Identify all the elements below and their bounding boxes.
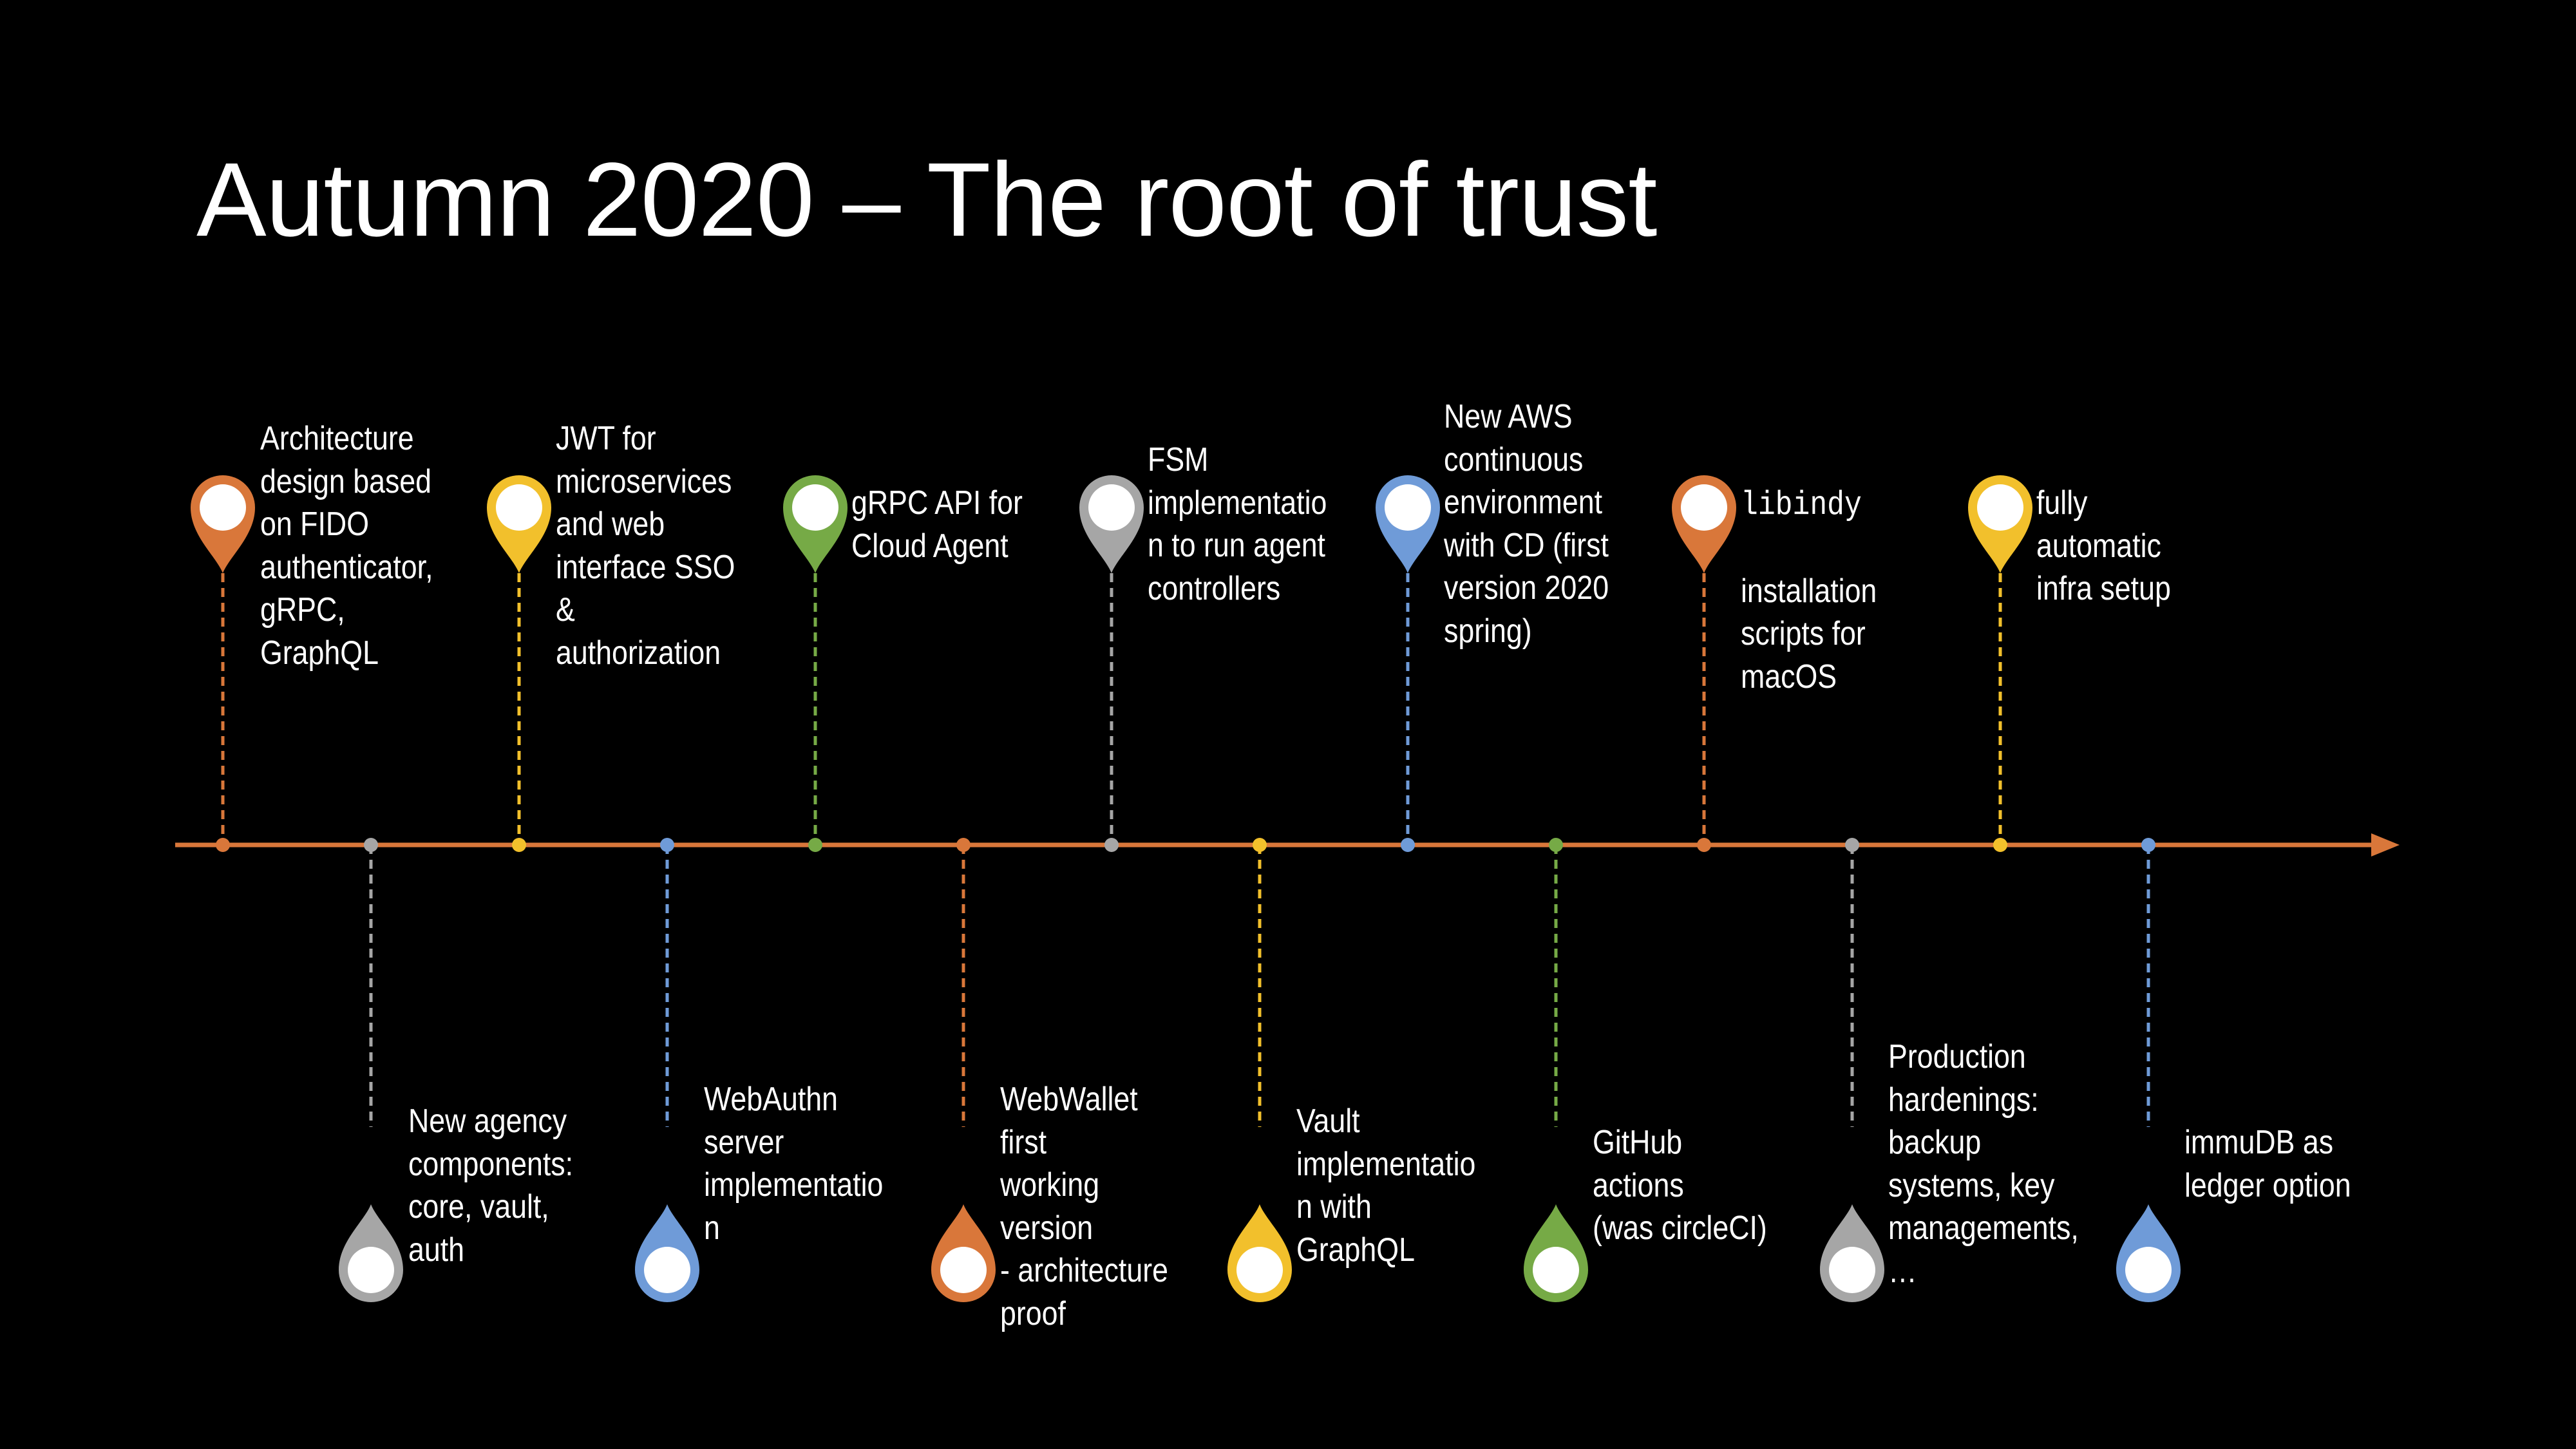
- milestone-dot: [808, 838, 822, 852]
- milestone-marker: [1079, 475, 1144, 852]
- milestone-dot: [512, 838, 526, 852]
- milestone-label-libindy: libindy installation scripts for macOS: [1741, 439, 1924, 698]
- milestone-label-webauthn: WebAuthn server implementatio n: [704, 1081, 884, 1247]
- milestone-label-vault: Vault implementatio n with GraphQL: [1296, 1103, 1476, 1269]
- axis-arrow-head: [2371, 833, 2400, 857]
- milestone-dot: [956, 838, 971, 852]
- map-pin-icon: [783, 475, 848, 573]
- page-title: Autumn 2020 – The root of trust: [196, 140, 1657, 258]
- milestone-label-webwallet: WebWallet first working version - archit…: [1000, 1081, 1168, 1332]
- milestone-marker: [931, 838, 996, 1302]
- libindy-code: libindy: [1741, 486, 1862, 524]
- map-pin-icon: [1227, 1204, 1292, 1302]
- milestone-dot: [1697, 838, 1711, 852]
- map-pin-icon: [339, 1204, 403, 1302]
- milestone-marker: [1820, 838, 1884, 1302]
- map-pin-icon: [635, 1204, 699, 1302]
- milestone-label-jwt: JWT for microservices and web interface …: [556, 420, 735, 672]
- map-pin-icon: [191, 475, 255, 573]
- milestone-marker: [191, 475, 255, 852]
- map-pin-icon: [2116, 1204, 2181, 1302]
- milestone-dot: [1993, 838, 2007, 852]
- milestone-marker: [1672, 475, 1736, 852]
- milestone-marker: [1968, 475, 2032, 852]
- milestone-label-architecture: Architecture design based on FIDO authen…: [260, 420, 433, 672]
- milestone-marker: [1524, 838, 1588, 1302]
- milestone-label-github: GitHub actions (was circleCI): [1593, 1124, 1767, 1247]
- libindy-text: installation scripts for macOS: [1741, 572, 1877, 696]
- milestone-marker: [339, 838, 403, 1302]
- milestone-dot: [660, 838, 674, 852]
- milestone-dot: [364, 838, 378, 852]
- milestone-label-infra: fully automatic infra setup: [2036, 484, 2171, 607]
- milestone-label-immudb: immuDB as ledger option: [2184, 1124, 2351, 1204]
- map-pin-icon: [1376, 475, 1440, 573]
- milestone-label-production: Production hardenings: backup systems, k…: [1888, 1038, 2079, 1290]
- map-pin-icon: [1524, 1204, 1588, 1302]
- milestone-dot: [1845, 838, 1859, 852]
- milestone-dot: [1253, 838, 1267, 852]
- map-pin-icon: [1820, 1204, 1884, 1302]
- milestone-label-grpc-api: gRPC API for Cloud Agent: [851, 484, 1023, 565]
- milestone-marker: [487, 475, 551, 852]
- map-pin-icon: [487, 475, 551, 573]
- milestone-label-agency: New agency components: core, vault, auth: [408, 1103, 574, 1269]
- milestone-dot: [1549, 838, 1563, 852]
- milestone-dot: [2141, 838, 2155, 852]
- timeline-axis: [175, 833, 2400, 857]
- map-pin-icon: [1079, 475, 1144, 573]
- map-pin-icon: [931, 1204, 996, 1302]
- milestone-dot: [216, 838, 230, 852]
- milestone-dot: [1401, 838, 1415, 852]
- milestone-label-aws: New AWS continuous environment with CD (…: [1444, 398, 1609, 650]
- map-pin-icon: [1672, 475, 1736, 573]
- milestone-dot: [1104, 838, 1119, 852]
- milestone-marker: [1227, 838, 1292, 1302]
- milestone-marker: [1376, 475, 1440, 852]
- map-pin-icon: [1968, 475, 2032, 573]
- milestone-marker: [2116, 838, 2181, 1302]
- milestone-marker: [783, 475, 848, 852]
- milestone-label-fsm: FSM implementatio n to run agent control…: [1148, 441, 1327, 607]
- milestone-marker: [635, 838, 699, 1302]
